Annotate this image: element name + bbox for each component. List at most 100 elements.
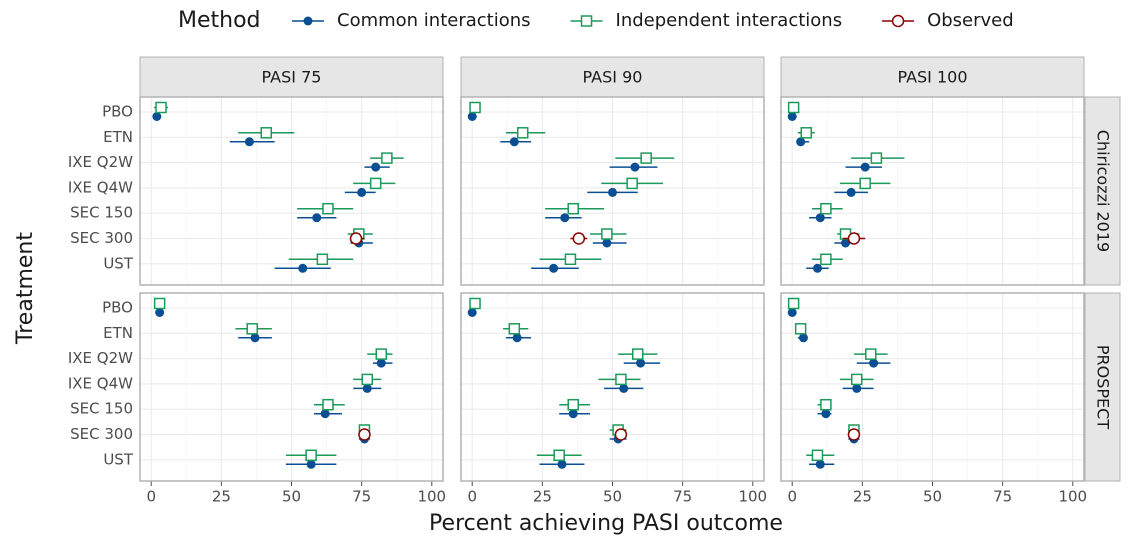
strip-label: PASI 100	[897, 68, 967, 87]
x-tick-label: 75	[352, 488, 371, 506]
legend-label: Observed	[927, 10, 1014, 31]
x-tick-label: 50	[603, 488, 622, 506]
point	[630, 162, 640, 172]
y-tick-label: PBO	[102, 299, 133, 317]
point	[608, 187, 617, 197]
point	[614, 428, 628, 441]
point	[815, 213, 825, 223]
point	[632, 348, 644, 360]
point	[572, 232, 586, 245]
panel	[460, 96, 765, 286]
point	[305, 449, 317, 462]
point	[820, 398, 832, 411]
point	[467, 308, 477, 317]
point	[847, 232, 861, 245]
point	[846, 187, 856, 197]
point	[852, 383, 862, 393]
point	[626, 177, 638, 190]
panel-border	[780, 96, 1085, 286]
point	[553, 449, 565, 462]
point	[821, 409, 831, 419]
point	[787, 101, 800, 114]
point	[152, 112, 162, 121]
point	[322, 398, 334, 411]
point	[811, 449, 824, 462]
point	[508, 323, 521, 335]
point	[798, 333, 808, 343]
point	[381, 152, 393, 164]
point	[636, 358, 646, 368]
y-tick-label: SEC 300	[70, 425, 133, 443]
point	[469, 101, 481, 114]
point	[820, 202, 832, 215]
point	[375, 348, 388, 360]
point	[376, 358, 386, 368]
y-tick-label: SEC 300	[70, 229, 133, 247]
point	[640, 152, 652, 164]
x-tick-label: 75	[993, 488, 1012, 506]
point	[800, 127, 812, 139]
legend-item: Observed	[882, 10, 1014, 31]
strip	[1084, 96, 1121, 286]
y-tick-label: IXE Q4W	[68, 374, 133, 392]
strip-label: PROSPECT	[1094, 345, 1113, 429]
x-tick-label: 0	[787, 488, 797, 506]
y-axis-title: Treatment	[13, 232, 38, 345]
strip	[460, 56, 765, 98]
y-tick-label: UST	[103, 254, 134, 272]
point	[153, 297, 166, 310]
point	[250, 333, 260, 343]
point	[312, 213, 322, 223]
point	[371, 162, 381, 172]
point	[619, 383, 629, 393]
point	[155, 101, 167, 114]
point	[847, 428, 861, 441]
x-tick-label: 25	[853, 488, 872, 506]
legend-marker	[580, 15, 593, 27]
point	[155, 308, 165, 317]
legend-label: Independent interactions	[616, 10, 843, 31]
point	[796, 137, 806, 147]
point	[787, 112, 797, 121]
y-tick-label: IXE Q2W	[68, 153, 133, 171]
y-tick-label: IXE Q4W	[68, 178, 133, 196]
point	[260, 127, 272, 139]
point	[820, 253, 832, 266]
panel	[139, 292, 444, 482]
point	[369, 177, 382, 190]
point	[841, 238, 851, 248]
point	[870, 152, 883, 164]
point	[549, 263, 559, 273]
x-tick-label: 100	[1058, 488, 1087, 506]
x-tick-label: 0	[146, 488, 156, 506]
panel	[139, 96, 444, 286]
x-tick-label: 25	[212, 488, 231, 506]
x-tick-label: 100	[738, 488, 767, 506]
panel-border	[460, 292, 765, 482]
point	[358, 428, 371, 441]
legend-label: Common interactions	[337, 10, 531, 31]
legend-marker	[303, 16, 313, 26]
legend-marker	[891, 14, 905, 28]
point	[794, 323, 807, 335]
strip	[780, 56, 1085, 98]
x-tick-label: 100	[417, 488, 446, 506]
point	[860, 162, 870, 172]
y-tick-label: ETN	[103, 324, 133, 342]
point	[812, 263, 822, 273]
point	[362, 383, 372, 393]
panel-border	[139, 292, 444, 482]
point	[560, 213, 570, 223]
panel-border	[460, 96, 765, 286]
panel	[780, 292, 1085, 482]
point	[568, 409, 578, 419]
point	[244, 137, 254, 147]
point	[306, 459, 316, 469]
point	[298, 263, 308, 273]
y-tick-label: SEC 150	[70, 400, 133, 418]
point	[512, 333, 522, 343]
point	[557, 459, 567, 469]
point	[859, 177, 871, 190]
point	[316, 253, 329, 266]
